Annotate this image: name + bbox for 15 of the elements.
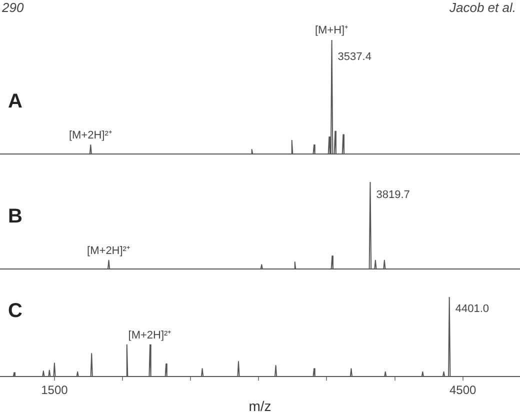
annotation: [M+H]⁺ [314, 24, 349, 37]
annotation: 3537.4 [338, 51, 372, 64]
annotation: [M+2H]²⁺ [68, 129, 112, 142]
text: A [8, 90, 22, 113]
annotation: 3819.7 [376, 189, 410, 202]
text: 290 [1, 0, 24, 16]
x-tick-label: 1500 [41, 383, 68, 398]
annotation: [M+2H]²⁺ [128, 329, 172, 342]
text: B [8, 206, 22, 228]
chart-title: C [8, 300, 22, 322]
annotation: [M+2H]²⁺ [87, 244, 130, 257]
annotation: 4401.0 [455, 302, 490, 315]
text: Jacob et al. [448, 0, 516, 16]
x-tick-label: 4500 [449, 383, 476, 398]
x-axis-title: m/z [248, 398, 272, 414]
